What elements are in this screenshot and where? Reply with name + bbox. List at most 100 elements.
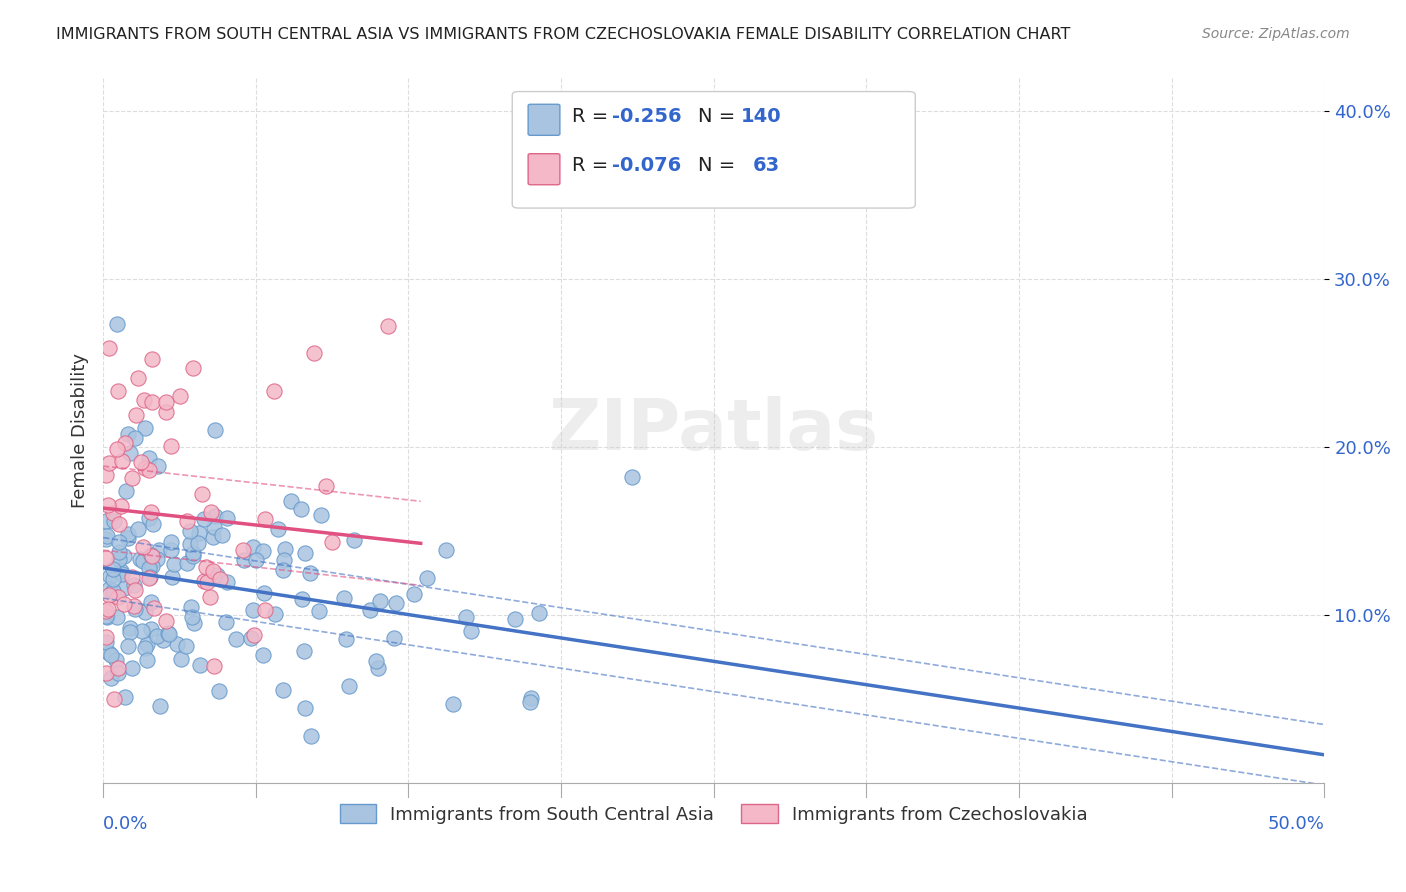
- Point: [124, 602, 146, 616]
- Point: [96, 610, 118, 624]
- Point: [94, 630, 117, 644]
- Text: ZIPatlas: ZIPatlas: [548, 396, 879, 465]
- Point: [148, 459, 170, 474]
- Text: N =: N =: [697, 107, 741, 126]
- Point: [115, 483, 138, 498]
- Point: [94, 515, 117, 529]
- Point: [202, 659, 225, 673]
- FancyBboxPatch shape: [512, 92, 915, 208]
- Point: [141, 548, 163, 562]
- Point: [404, 587, 426, 601]
- Point: [136, 637, 159, 651]
- Point: [138, 510, 160, 524]
- Point: [202, 565, 225, 579]
- Point: [187, 526, 209, 541]
- Point: [128, 552, 150, 566]
- Point: [460, 624, 482, 638]
- Y-axis label: Female Disability: Female Disability: [72, 353, 89, 508]
- Point: [291, 592, 314, 607]
- Point: [94, 635, 117, 649]
- Point: [621, 470, 644, 484]
- Point: [195, 575, 218, 590]
- Point: [143, 601, 166, 615]
- Point: [141, 394, 163, 409]
- Point: [243, 628, 266, 642]
- Point: [271, 562, 294, 576]
- Point: [252, 648, 274, 662]
- Point: [240, 631, 263, 645]
- Point: [98, 589, 121, 603]
- Point: [160, 569, 183, 583]
- Point: [180, 600, 202, 615]
- Point: [273, 552, 295, 566]
- Point: [101, 561, 124, 575]
- Point: [308, 604, 330, 618]
- Point: [456, 609, 478, 624]
- Point: [121, 471, 143, 485]
- Point: [364, 654, 387, 668]
- Point: [204, 508, 226, 523]
- Point: [299, 729, 322, 743]
- Point: [520, 690, 543, 705]
- Point: [134, 421, 156, 435]
- Point: [368, 594, 391, 608]
- Point: [194, 560, 217, 574]
- Point: [117, 640, 139, 654]
- Point: [139, 594, 162, 608]
- Point: [152, 632, 174, 647]
- Point: [155, 405, 177, 419]
- Point: [124, 408, 146, 422]
- Point: [183, 546, 205, 560]
- Point: [202, 520, 225, 534]
- Point: [131, 624, 153, 639]
- Point: [377, 318, 399, 333]
- Point: [160, 534, 183, 549]
- Point: [131, 540, 153, 554]
- Point: [97, 646, 120, 660]
- Point: [107, 590, 129, 604]
- Point: [139, 570, 162, 584]
- Point: [217, 574, 239, 589]
- Point: [193, 512, 215, 526]
- Point: [138, 561, 160, 575]
- Point: [111, 567, 134, 582]
- Point: [96, 533, 118, 547]
- Point: [333, 591, 356, 605]
- Point: [107, 661, 129, 675]
- Point: [98, 456, 121, 470]
- Point: [146, 629, 169, 643]
- Point: [108, 516, 131, 531]
- Point: [315, 479, 337, 493]
- Point: [134, 640, 156, 655]
- Point: [156, 625, 179, 640]
- Point: [187, 536, 209, 550]
- Point: [385, 596, 408, 610]
- Point: [101, 506, 124, 520]
- Point: [201, 529, 224, 543]
- Point: [132, 392, 155, 407]
- Point: [232, 543, 254, 558]
- Point: [290, 501, 312, 516]
- Point: [105, 610, 128, 624]
- Point: [198, 590, 221, 604]
- FancyBboxPatch shape: [529, 104, 560, 136]
- Point: [245, 552, 267, 566]
- Point: [97, 601, 120, 615]
- Point: [141, 559, 163, 574]
- Point: [105, 317, 128, 331]
- Point: [94, 666, 117, 681]
- Point: [141, 351, 163, 366]
- Point: [211, 528, 233, 542]
- Point: [215, 510, 238, 524]
- Point: [107, 544, 129, 558]
- Point: [132, 554, 155, 568]
- Point: [141, 622, 163, 636]
- Point: [146, 551, 169, 566]
- Point: [111, 454, 134, 468]
- Point: [110, 564, 132, 578]
- Point: [112, 598, 135, 612]
- Text: 63: 63: [752, 156, 780, 175]
- Point: [252, 543, 274, 558]
- Point: [105, 442, 128, 456]
- Point: [136, 653, 159, 667]
